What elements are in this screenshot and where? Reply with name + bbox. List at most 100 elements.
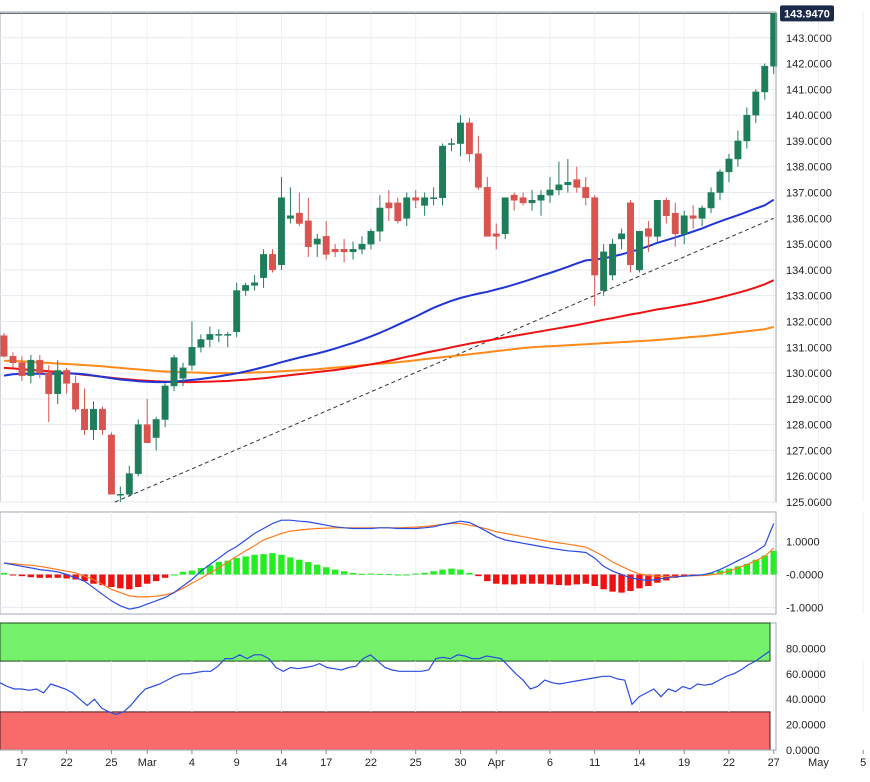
macd-histogram-bar bbox=[135, 574, 142, 588]
candle-body bbox=[618, 233, 625, 240]
candle-body bbox=[680, 215, 688, 235]
price-tick-label: 142.0000 bbox=[786, 59, 832, 71]
macd-histogram-bar bbox=[573, 574, 580, 585]
candle-body bbox=[743, 114, 751, 142]
candle-body bbox=[27, 359, 35, 376]
macd-histogram-bar bbox=[358, 573, 366, 575]
candle-body bbox=[367, 230, 375, 245]
last-price-badge bbox=[780, 5, 834, 22]
rsi-panel: 80.0000 60.0000 40.0000 20.0000 0.0000 bbox=[0, 622, 864, 757]
candle-body bbox=[161, 385, 169, 420]
macd-histogram-bar bbox=[537, 574, 545, 584]
price-tick-label: 136.0000 bbox=[786, 213, 832, 225]
rsi-tick-label: 0.0000 bbox=[786, 745, 820, 757]
macd-histogram-bar bbox=[278, 554, 285, 575]
time-axis: 172225Mar491417222530Apr61114192227May51… bbox=[0, 749, 866, 769]
macd-histogram-bar bbox=[484, 574, 491, 582]
candle-body bbox=[313, 238, 321, 245]
candle-body bbox=[349, 249, 357, 253]
oversold-zone bbox=[0, 711, 771, 751]
candle-body bbox=[421, 197, 429, 206]
macd-histogram-bar bbox=[27, 574, 35, 578]
price-tick-label: 125.0000 bbox=[786, 497, 832, 509]
macd-histogram-bar bbox=[466, 572, 473, 575]
candle-body bbox=[627, 202, 634, 265]
macd-histogram-bar bbox=[161, 574, 169, 578]
time-tick-label: 9 bbox=[234, 757, 240, 769]
price-panel-frame bbox=[0, 11, 777, 503]
macd-histogram-bar bbox=[403, 574, 410, 576]
candle-body bbox=[662, 200, 670, 216]
macd-histogram-bar bbox=[376, 573, 384, 575]
macd-histogram-bar bbox=[314, 564, 321, 575]
candle-body bbox=[143, 424, 151, 443]
time-tick-label: 4 bbox=[189, 757, 195, 769]
macd-histogram-bar bbox=[448, 568, 455, 575]
candle-body bbox=[761, 65, 769, 93]
time-tick-label: 22 bbox=[365, 757, 377, 769]
time-tick-label: 25 bbox=[410, 757, 422, 769]
candle-body bbox=[483, 187, 491, 237]
candle-body bbox=[725, 158, 733, 173]
price-tick-label: 130.0000 bbox=[786, 368, 832, 380]
macd-histogram-bar bbox=[475, 574, 482, 577]
candle-body bbox=[260, 254, 268, 278]
macd-histogram-bar bbox=[224, 560, 231, 575]
macd-histogram-bar bbox=[654, 574, 661, 583]
macd-histogram-bar bbox=[752, 559, 759, 575]
candle-body bbox=[358, 243, 366, 250]
macd-tick-label: -0.0000 bbox=[786, 570, 823, 582]
candle-body bbox=[188, 347, 196, 366]
time-tick-label: 14 bbox=[275, 757, 287, 769]
candle-body bbox=[457, 122, 464, 144]
macd-histogram-bar bbox=[761, 555, 768, 575]
time-tick-label: 25 bbox=[105, 757, 117, 769]
price-tick-label: 129.0000 bbox=[786, 394, 832, 406]
macd-histogram-bar bbox=[600, 574, 607, 590]
time-tick-label: 17 bbox=[16, 757, 28, 769]
candle-body bbox=[376, 207, 384, 232]
macd-histogram-bar bbox=[0, 572, 8, 575]
macd-histogram-bar bbox=[63, 574, 70, 579]
candle-body bbox=[251, 282, 259, 286]
macd-histogram-bar bbox=[519, 574, 527, 584]
macd-histogram-bar bbox=[627, 574, 634, 591]
price-tick-label: 135.0000 bbox=[786, 239, 832, 251]
candle-body bbox=[206, 334, 214, 340]
ma-fast-line bbox=[3, 198, 775, 384]
candle-body bbox=[340, 249, 348, 253]
trendline bbox=[114, 217, 774, 503]
price-tick-label: 138.0000 bbox=[786, 162, 832, 174]
candle-body bbox=[671, 212, 679, 235]
price-tick-label: 127.0000 bbox=[786, 445, 832, 457]
macd-histogram-bar bbox=[582, 574, 589, 584]
price-tick-label: 141.0000 bbox=[786, 84, 832, 96]
macd-histogram-bar bbox=[636, 574, 643, 589]
macd-histogram-bar bbox=[152, 574, 160, 582]
candle-body bbox=[770, 13, 778, 67]
time-tick-label: Apr bbox=[488, 757, 505, 769]
macd-histogram-bar bbox=[609, 574, 616, 592]
candle-body bbox=[403, 197, 411, 219]
candle-body bbox=[394, 202, 402, 222]
macd-histogram-bar bbox=[331, 569, 339, 575]
candle-body bbox=[501, 197, 509, 235]
rsi-tick-label: 80.0000 bbox=[786, 643, 826, 655]
macd-histogram-bar bbox=[126, 574, 133, 590]
macd-histogram-bar bbox=[287, 557, 294, 575]
price-tick-label: 128.0000 bbox=[786, 420, 832, 432]
candle-body bbox=[439, 145, 447, 198]
candle-body bbox=[242, 285, 250, 291]
candle-body bbox=[752, 91, 760, 116]
candle-body bbox=[412, 197, 420, 201]
candle-body bbox=[99, 408, 106, 431]
candle-body bbox=[528, 200, 536, 204]
macd-histogram-bar bbox=[72, 574, 79, 580]
rsi-tick-label: 60.0000 bbox=[786, 669, 826, 681]
candle-body bbox=[537, 194, 545, 201]
macd-histogram-bar bbox=[144, 574, 151, 584]
last-price-text: 143.9470 bbox=[784, 8, 830, 20]
macd-histogram-bar bbox=[45, 574, 52, 578]
rsi-line bbox=[0, 650, 771, 716]
